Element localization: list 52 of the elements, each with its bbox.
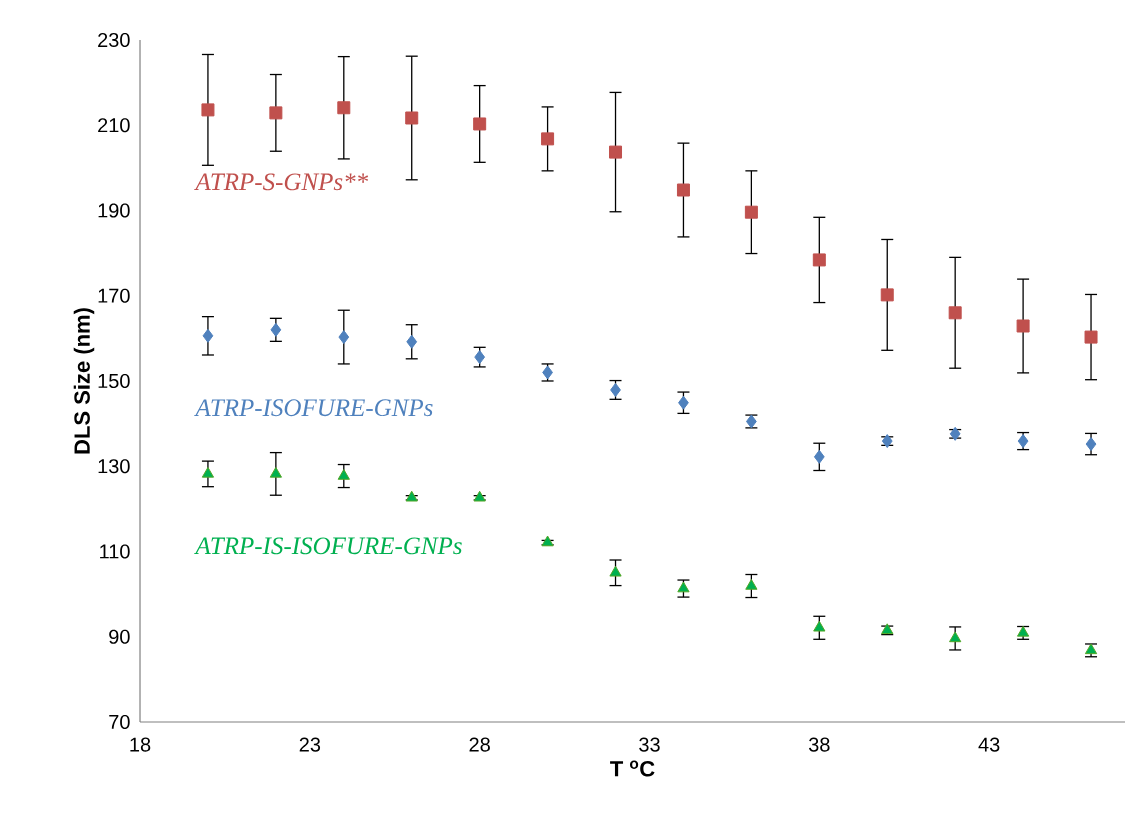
y-tick-label: 150 <box>98 373 130 389</box>
x-tick-label: 23 <box>299 737 321 752</box>
x-tick-label: 18 <box>130 737 151 752</box>
point <box>880 288 894 302</box>
point <box>1085 437 1097 452</box>
y-tick-label: 110 <box>100 544 130 559</box>
point <box>541 535 554 547</box>
point <box>269 466 282 478</box>
x-tick-label: 43 <box>978 737 1000 752</box>
point <box>201 103 215 117</box>
text: ATRP-ISOFURE-GNPs <box>194 399 433 417</box>
y-tick-label: 190 <box>98 203 130 218</box>
point <box>541 132 555 146</box>
point <box>745 579 758 590</box>
point <box>202 328 214 343</box>
point <box>270 322 282 337</box>
point <box>1016 319 1030 333</box>
point <box>405 111 419 125</box>
point <box>406 334 418 349</box>
x-tick-label: 28 <box>469 737 490 752</box>
point <box>948 306 962 320</box>
point <box>678 395 689 410</box>
point <box>269 106 283 120</box>
y-tick-label: 210 <box>98 118 130 133</box>
series-label: ATRP-IS-ISOFURE-GNPs <box>194 537 462 555</box>
x-tick-label: 33 <box>639 737 660 752</box>
y-tick-label: 130 <box>98 459 130 474</box>
point <box>1084 330 1098 344</box>
y-tick-label: 90 <box>109 629 130 644</box>
point <box>473 117 487 131</box>
point <box>813 620 826 632</box>
point <box>474 350 486 365</box>
point <box>812 253 826 267</box>
point <box>201 466 215 478</box>
x-tick-label: 38 <box>808 737 830 752</box>
x-axis-title: T $^{o}$C <box>610 760 655 777</box>
point <box>813 449 825 464</box>
y-tick-label: 70 <box>109 714 130 730</box>
y-axis-title: DLS Size (nm) <box>73 308 95 454</box>
point <box>473 490 486 502</box>
point <box>609 565 622 577</box>
point <box>676 183 690 197</box>
point <box>338 330 350 345</box>
point <box>609 145 623 159</box>
text: ATRP-S-GNPs** <box>194 173 369 191</box>
point <box>405 490 418 502</box>
point <box>337 101 351 115</box>
point <box>744 205 758 219</box>
y-tick-label: 170 <box>98 288 130 303</box>
point <box>949 631 962 643</box>
point <box>337 469 350 480</box>
y-tick-label: 230 <box>98 32 130 48</box>
